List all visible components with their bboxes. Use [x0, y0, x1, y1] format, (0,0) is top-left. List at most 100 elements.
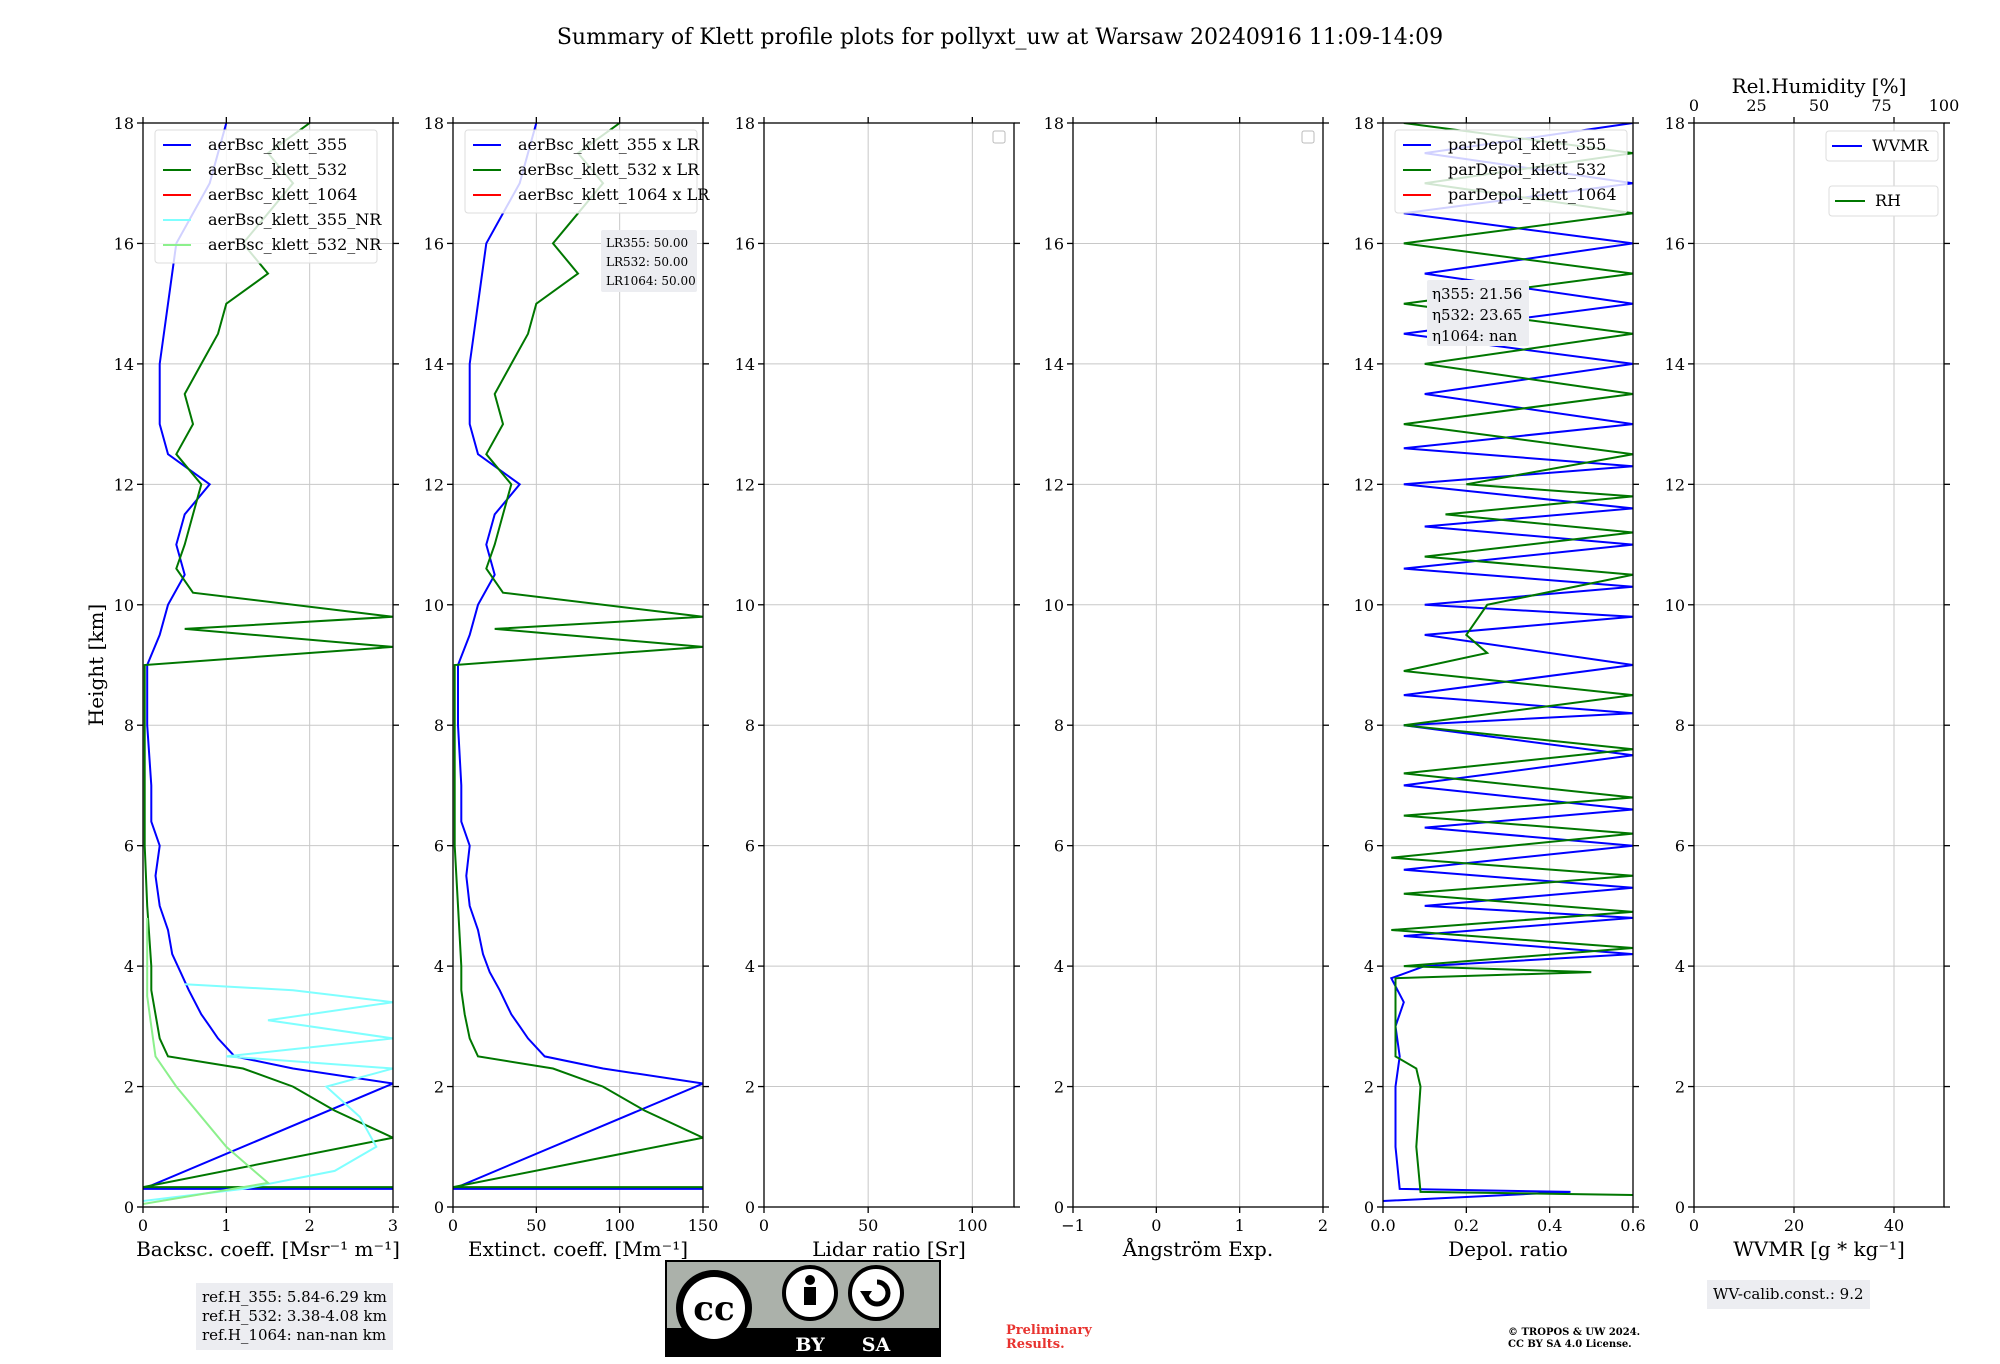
legend: aerBsc_klett_355 x LR aerBsc_klett_532 x … [464, 129, 710, 214]
y-tick-label: 2 [434, 1078, 444, 1097]
x-tick-label: 3 [388, 1216, 398, 1235]
legend-label-aerBsc_klett_355: aerBsc_klett_355 [208, 135, 347, 154]
sa-icon-arrow [863, 1279, 891, 1307]
series-line-aerBsc_klett_532 [143, 123, 393, 1189]
x-tick-label: 20 [1784, 1216, 1804, 1235]
y-tick-label: 0 [1675, 1198, 1685, 1217]
x-axis-label: Backsc. coeff. [Msr⁻¹ m⁻¹] [136, 1237, 400, 1261]
y-tick-label: 0 [124, 1198, 134, 1217]
legend-label-aerBsc_klett_355 x LR: aerBsc_klett_355 x LR [518, 135, 700, 154]
by-label: BY [795, 1334, 825, 1356]
x-tick-label: 0.6 [1620, 1216, 1645, 1235]
lidar-ratio-annotation: LR355: 50.00 LR532: 50.00 LR1064: 50.00 [601, 230, 697, 292]
legend-box-RH [1828, 185, 1939, 217]
y-tick-label: 8 [1054, 716, 1064, 735]
eta-annotation: η355: 21.56 η532: 23.65 η1064: nan [1427, 280, 1529, 346]
series-line-aerBsc_klett_532_NR [143, 917, 271, 1205]
y-tick-label: 16 [1044, 234, 1064, 253]
x-tick-label: 2 [1318, 1216, 1328, 1235]
x-tick-label: 2 [305, 1216, 315, 1235]
y-tick-label: 16 [1354, 234, 1374, 253]
y-tick-label: 12 [424, 475, 444, 494]
wv-calib-text: WV-calib.const.: 9.2 [1713, 1285, 1864, 1303]
y-tick-label: 14 [1044, 355, 1064, 374]
eta-text-1: η532: 23.65 [1432, 306, 1522, 324]
preliminary-line-1: Preliminary [1006, 1323, 1092, 1338]
y-tick-label: 2 [745, 1078, 755, 1097]
y-tick-label: 0 [1364, 1198, 1374, 1217]
legend-box [154, 129, 378, 264]
y-tick-label: 0 [434, 1198, 444, 1217]
y-tick-label: 10 [735, 596, 755, 615]
x-tick-label: 100 [604, 1216, 635, 1235]
y-tick-label: 14 [735, 355, 755, 374]
legend-box [464, 129, 698, 214]
legend-label-RH: RH [1875, 191, 1901, 210]
axes-frame [142, 122, 394, 1208]
y-tick-label: 8 [124, 716, 134, 735]
y-tick-label: 18 [1665, 114, 1685, 133]
figure-title: Summary of Klett profile plots for polly… [557, 25, 1443, 50]
x-tick-label: −1 [1061, 1216, 1085, 1235]
legend: WVMR RH [1825, 130, 1939, 217]
axes-frame [763, 122, 1015, 1208]
y-tick-label: 14 [1354, 355, 1374, 374]
y-tick-label: 4 [745, 957, 755, 976]
preliminary-line-2: Results. [1006, 1337, 1065, 1352]
panel-3: 0 2 4 6 8 10 12 14 16 18 0 50 100 Lidar ratio [Sr] [735, 114, 1020, 1261]
ref-h-355: ref.H_355: 5.84-6.29 km [202, 1288, 387, 1306]
legend-empty-box [992, 130, 1006, 144]
sa-label: SA [862, 1334, 891, 1356]
y-tick-label: 6 [1675, 837, 1685, 856]
x-tick-label: 1 [1235, 1216, 1245, 1235]
y-tick-label: 4 [1675, 957, 1685, 976]
lr-text-1: LR532: 50.00 [606, 255, 688, 269]
sa-icon [848, 1265, 904, 1321]
top-x-tick-label: 50 [1809, 96, 1829, 115]
y-tick-label: 8 [745, 716, 755, 735]
y-tick-label: 4 [434, 957, 444, 976]
y-tick-label: 10 [1665, 596, 1685, 615]
series-group [453, 123, 703, 1190]
legend-box [1394, 129, 1628, 214]
top-x-axis-label: Rel.Humidity [%] [1732, 74, 1907, 98]
series-group [143, 123, 393, 1205]
x-axis-label: Extinct. coeff. [Mm⁻¹] [468, 1237, 688, 1261]
x-tick-label: 0 [1151, 1216, 1161, 1235]
legend: parDepol_klett_355 parDepol_klett_532 parD… [1394, 129, 1628, 214]
lr-text-0: LR355: 50.00 [606, 236, 688, 250]
x-axis-label: WVMR [g * kg⁻¹] [1733, 1237, 1905, 1261]
series-line-parDepol_klett_532 [1391, 123, 1633, 1196]
y-axis-label: Height [km] [84, 604, 108, 726]
wv-calib-box: WV-calib.const.: 9.2 [1707, 1280, 1870, 1309]
cc-by-sa-badge: cc BY SA [665, 1260, 941, 1357]
legend-label-parDepol_klett_1064: parDepol_klett_1064 [1448, 185, 1617, 204]
series-line-aerBsc_klett_355_NR [143, 983, 393, 1202]
x-tick-label: 100 [957, 1216, 988, 1235]
x-tick-label: 150 [688, 1216, 719, 1235]
legend-label-parDepol_klett_532: parDepol_klett_532 [1448, 160, 1606, 179]
y-tick-label: 10 [1044, 596, 1064, 615]
x-tick-label: 50 [858, 1216, 878, 1235]
y-tick-label: 2 [124, 1078, 134, 1097]
legend-label-aerBsc_klett_532: aerBsc_klett_532 [208, 160, 347, 179]
eta-text-2: η1064: nan [1432, 327, 1518, 345]
y-tick-label: 18 [114, 114, 134, 133]
y-tick-label: 4 [1364, 957, 1374, 976]
y-tick-label: 6 [1054, 837, 1064, 856]
axes-frame [1072, 122, 1324, 1208]
y-tick-label: 18 [1354, 114, 1374, 133]
x-axis-label: Ångström Exp. [1122, 1236, 1273, 1261]
y-tick-label: 10 [424, 596, 444, 615]
legend-label-aerBsc_klett_1064: aerBsc_klett_1064 [208, 185, 357, 204]
y-tick-label: 12 [114, 475, 134, 494]
eta-text-0: η355: 21.56 [1432, 285, 1522, 303]
y-tick-label: 6 [1364, 837, 1374, 856]
y-tick-label: 12 [735, 475, 755, 494]
x-axis-label: Depol. ratio [1448, 1237, 1568, 1261]
cc-icon-inner [683, 1277, 745, 1339]
y-tick-label: 0 [745, 1198, 755, 1217]
